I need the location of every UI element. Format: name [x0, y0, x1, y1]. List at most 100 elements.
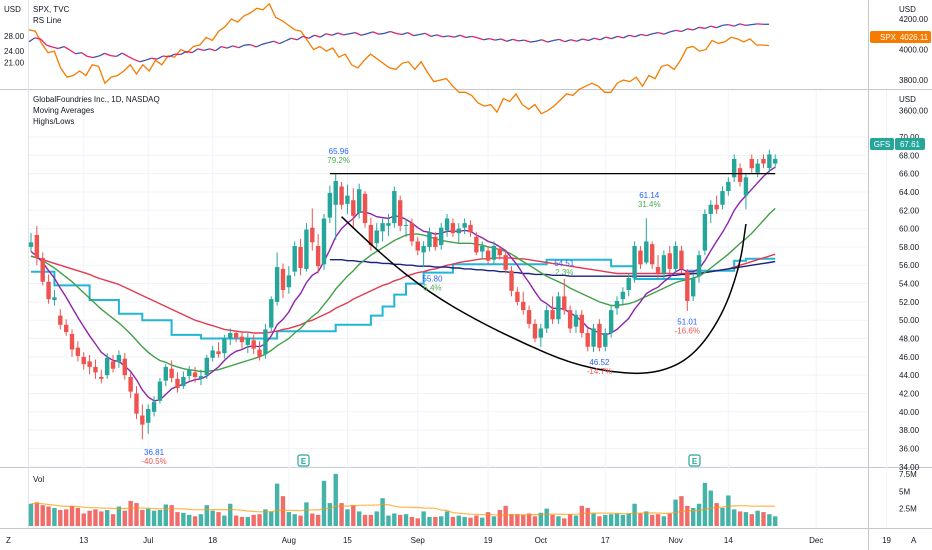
- rs-line-segment: [372, 31, 379, 35]
- spx-badge-symbol: SPX: [880, 33, 897, 42]
- candle-body: [773, 158, 778, 164]
- candle-body: [93, 366, 98, 373]
- candle-body: [286, 275, 292, 288]
- candle-body: [198, 376, 204, 379]
- volume-bar: [146, 508, 151, 526]
- rs-line-segment: [419, 32, 426, 36]
- rs-line-segment: [40, 38, 47, 46]
- rs-line-segment: [692, 26, 700, 31]
- earnings-marker[interactable]: E: [297, 454, 310, 467]
- candle-body: [433, 236, 438, 247]
- candle-body: [655, 267, 661, 274]
- annotation-price: 54.51: [554, 259, 575, 268]
- rs-line-segment: [751, 23, 758, 26]
- rs-line-segment: [133, 58, 140, 63]
- rs-line-segment: [728, 24, 735, 27]
- rs-line-segment: [623, 34, 630, 39]
- time-tick-label: Oct: [535, 536, 548, 545]
- candle-body: [321, 218, 327, 265]
- volume-bar: [538, 512, 544, 526]
- main-pane-title: GlobalFoundries Inc., 1D, NASDAQ: [33, 95, 160, 104]
- volume-bar: [274, 483, 280, 526]
- volume-bar: [421, 511, 426, 526]
- candle-body: [409, 223, 415, 242]
- volume-bar: [286, 512, 292, 526]
- rs-line-segment: [191, 48, 199, 54]
- volume-bar: [257, 514, 262, 526]
- candle-body: [550, 310, 555, 320]
- candle-body: [40, 257, 45, 282]
- rs-line-segment: [255, 43, 263, 48]
- rs-line-segment: [326, 33, 333, 36]
- rs-line-segment: [459, 34, 467, 39]
- candle-body: [134, 393, 139, 414]
- rs-line-segment: [162, 55, 169, 58]
- volume-bar: [474, 515, 479, 526]
- rs-line-segment: [121, 52, 129, 57]
- rs-line-segment: [221, 45, 228, 49]
- corner-left-label[interactable]: Z: [6, 536, 11, 545]
- candle-body: [743, 177, 749, 196]
- rs-line-segment: [658, 31, 665, 35]
- candle-body: [444, 218, 450, 231]
- candle-body: [386, 223, 391, 226]
- candle-body: [720, 191, 725, 205]
- rs-line-segment: [296, 35, 304, 41]
- indicator-highs-lows: Highs/Lows: [33, 117, 74, 126]
- rs-line-segment: [599, 36, 607, 41]
- rs-line-segment: [704, 25, 711, 30]
- candle-body: [690, 278, 696, 297]
- candle-body: [233, 333, 239, 338]
- rs-line-segment: [611, 35, 618, 40]
- candle-body: [503, 255, 508, 270]
- candle-body: [450, 223, 456, 234]
- rs-tick-label: 21.00: [4, 58, 25, 67]
- candle-body: [761, 158, 766, 164]
- volume-bar: [87, 510, 92, 526]
- rs-line-segment: [483, 38, 490, 41]
- corner-right-label[interactable]: A: [911, 536, 917, 545]
- rs-line-segment: [75, 51, 82, 55]
- candle-body: [480, 246, 485, 252]
- spx-tick-label: 3800.00: [899, 76, 928, 85]
- rs-line-segment: [733, 23, 741, 27]
- candle-body: [110, 361, 116, 369]
- candle-body: [204, 357, 209, 376]
- rs-line-segment: [349, 31, 356, 35]
- volume-bar: [63, 509, 69, 526]
- price-tick-label: 46.00: [899, 353, 920, 362]
- candle-body: [228, 333, 233, 339]
- volume-bar: [468, 517, 473, 526]
- volume-bar: [28, 503, 34, 526]
- rs-line-segment: [401, 31, 408, 36]
- volume-bar: [151, 510, 157, 526]
- gfs-badge-value: 67.61: [900, 140, 921, 149]
- candle-body: [169, 368, 174, 378]
- volume-bar: [661, 516, 667, 526]
- earnings-marker[interactable]: E: [688, 454, 701, 467]
- candle-body: [28, 242, 34, 247]
- candle-body: [603, 333, 608, 347]
- volume-bar: [415, 518, 420, 526]
- price-tick-label: 54.00: [899, 280, 920, 289]
- gfs-badge-value-bg: [895, 138, 925, 150]
- volume-bar: [204, 505, 209, 526]
- volume-bar: [773, 516, 778, 526]
- volume-average-line: [30, 502, 776, 516]
- volume-bar: [351, 505, 356, 526]
- candle-body: [34, 235, 40, 258]
- candle-body: [99, 376, 104, 379]
- volume-bar: [210, 510, 215, 526]
- time-tick-label: Nov: [668, 536, 682, 545]
- candle-body: [362, 193, 368, 224]
- volume-bar: [269, 511, 274, 526]
- volume-bar: [304, 502, 309, 526]
- candle-body: [474, 236, 479, 253]
- volume-bar: [767, 514, 772, 526]
- volume-bar: [403, 514, 409, 526]
- price-tick-label: 64.00: [899, 188, 920, 197]
- volume-bar: [310, 513, 315, 526]
- volume-bar: [515, 514, 520, 526]
